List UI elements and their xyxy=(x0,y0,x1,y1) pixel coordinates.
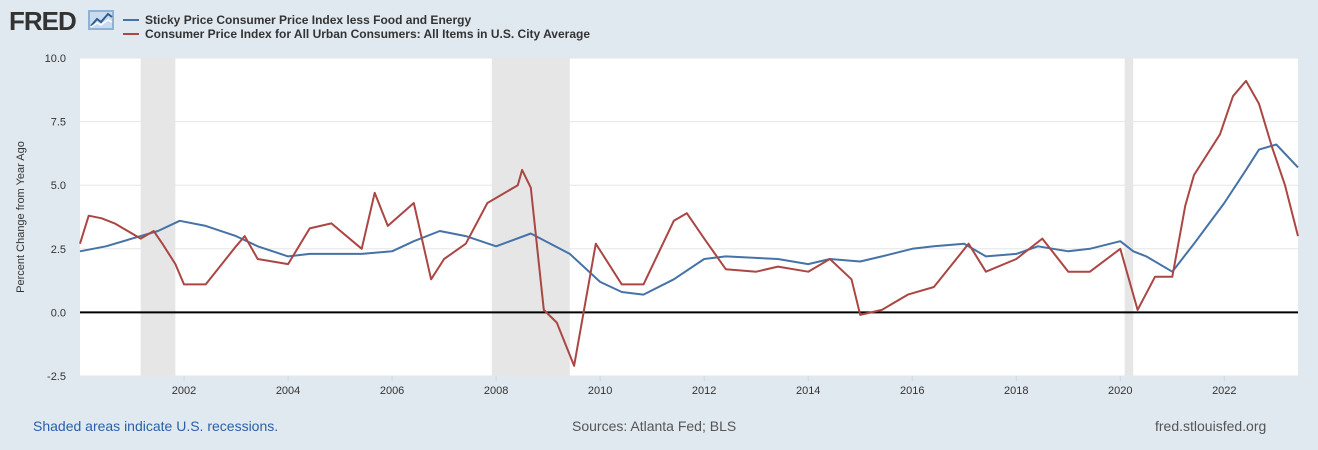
recession-band xyxy=(1124,58,1134,376)
x-tick-label: 2006 xyxy=(380,385,404,397)
legend-item-sticky[interactable]: Sticky Price Consumer Price Index less F… xyxy=(123,13,471,27)
recession-band xyxy=(140,58,176,376)
y-tick-label: 7.5 xyxy=(51,117,66,129)
x-tick-label: 2004 xyxy=(276,385,300,397)
x-tick-label: 2020 xyxy=(1108,385,1132,397)
legend-swatch-sticky xyxy=(123,18,139,21)
x-tick-label: 2012 xyxy=(692,385,716,397)
x-tick-label: 2008 xyxy=(484,385,508,397)
x-tick-label: 2002 xyxy=(172,385,196,397)
legend-swatch-cpi xyxy=(123,32,139,35)
y-tick-label: -2.5 xyxy=(47,371,66,383)
recession-note-link[interactable]: Shaded areas indicate U.S. recessions. xyxy=(33,418,279,434)
series-line-cpi xyxy=(79,79,1299,367)
site-link[interactable]: fred.stlouisfed.org xyxy=(1155,418,1267,434)
y-axis-label: Percent Change from Year Ago xyxy=(15,141,27,293)
x-tick-label: 2014 xyxy=(796,385,820,397)
y-axis-ticks: -2.5 0.0 2.5 5.0 7.5 10.0 xyxy=(45,53,66,383)
y-tick-label: 0.0 xyxy=(51,307,66,319)
y-tick-label: 2.5 xyxy=(51,244,66,256)
chart-line-icon xyxy=(88,10,114,30)
legend-label-sticky: Sticky Price Consumer Price Index less F… xyxy=(145,13,472,27)
x-tick-label: 2010 xyxy=(588,385,612,397)
x-axis-ticks: 2002 2004 2006 2008 2010 2012 2014 2016 2018 2020… xyxy=(172,376,1237,397)
sources-text: Sources: Atlanta Fed; BLS xyxy=(572,418,737,434)
x-tick-label: 2022 xyxy=(1212,385,1236,397)
series-line-sticky xyxy=(79,143,1299,296)
legend-item-cpi[interactable]: Consumer Price Index for All Urban Consu… xyxy=(123,27,590,41)
x-tick-label: 2018 xyxy=(1004,385,1028,397)
series-lines xyxy=(79,79,1299,367)
legend-label-cpi: Consumer Price Index for All Urban Consu… xyxy=(145,27,590,41)
fred-logo[interactable]: FRED xyxy=(9,6,77,36)
x-tick-label: 2016 xyxy=(900,385,924,397)
y-tick-label: 5.0 xyxy=(51,180,66,192)
y-tick-label: 10.0 xyxy=(45,53,66,65)
